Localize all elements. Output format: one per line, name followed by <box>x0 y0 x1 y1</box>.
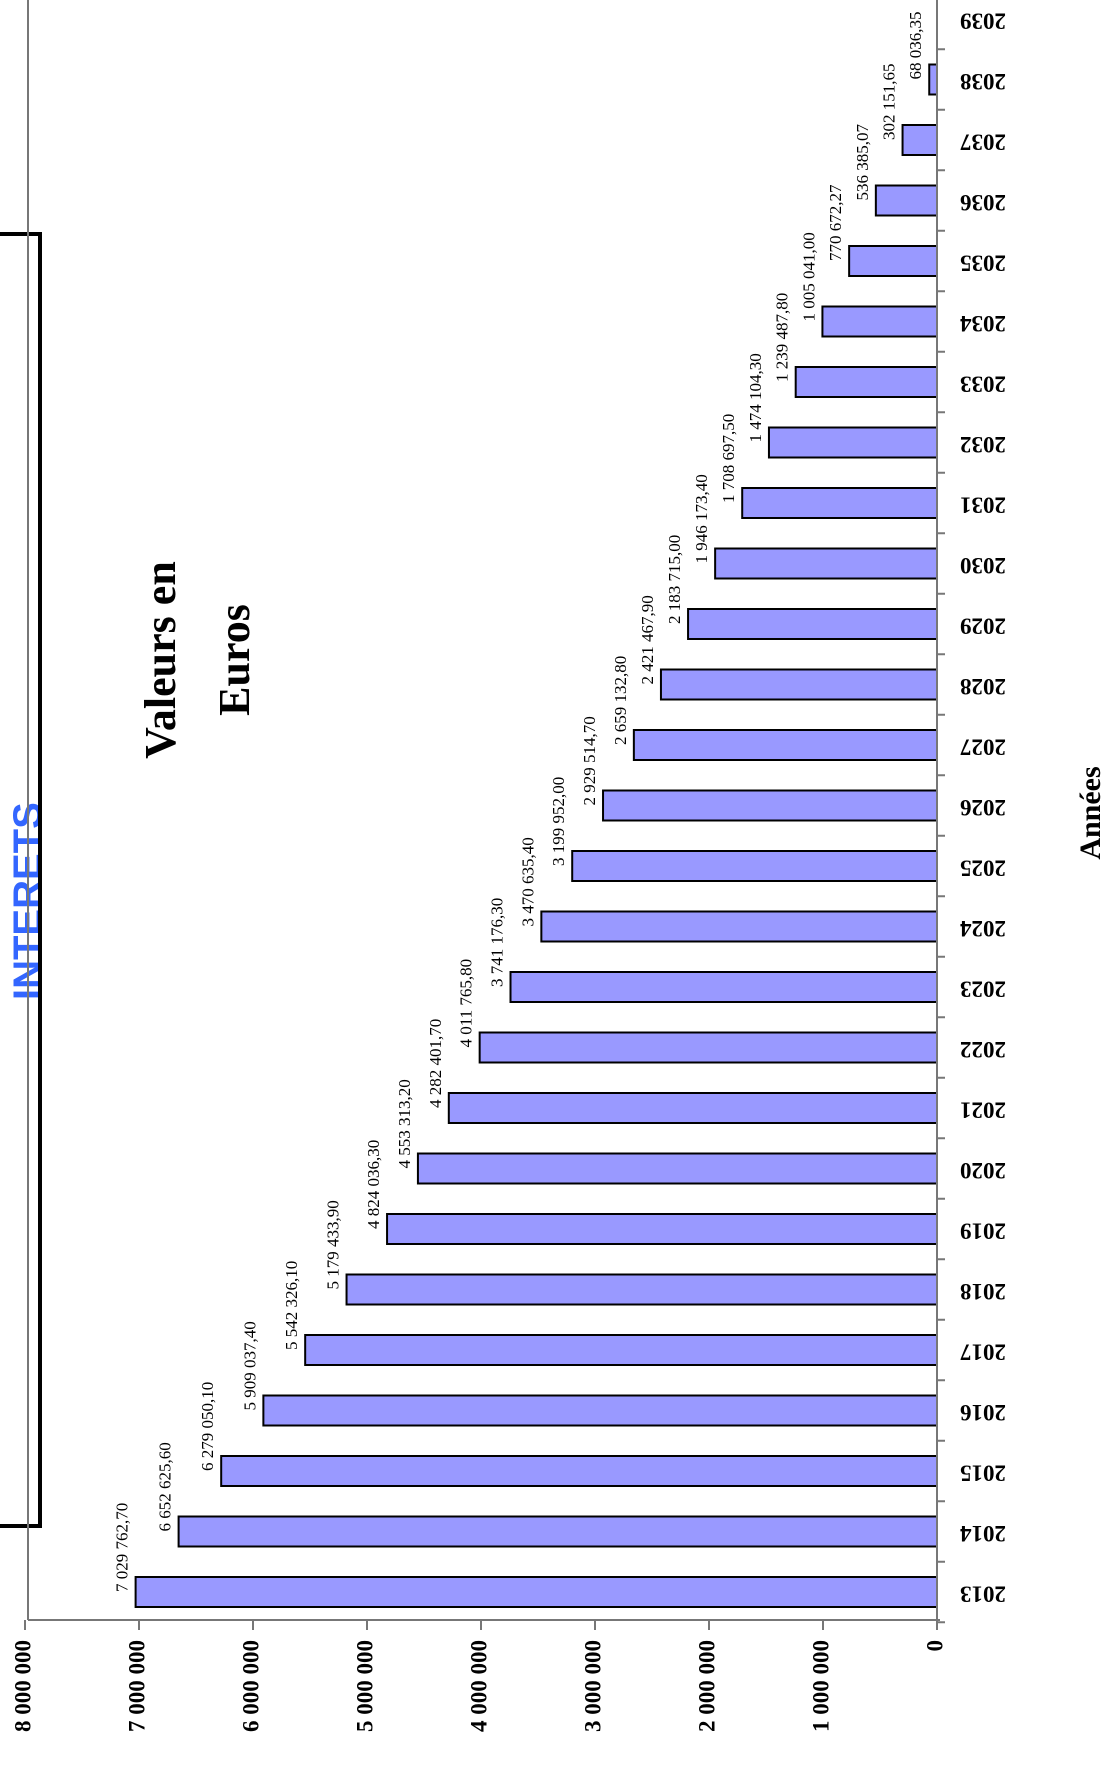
value-note-line-2: Euros <box>210 604 259 716</box>
category-label-2029: 2029 <box>960 614 1006 639</box>
bar-2016 <box>262 1394 938 1427</box>
data-label-2037: 302 151,65 <box>880 64 899 141</box>
category-label-2025: 2025 <box>960 856 1006 881</box>
heading-box-frame <box>0 232 42 1528</box>
data-label-2019: 4 824 036,30 <box>364 1140 383 1229</box>
data-label-2031: 1 708 697,50 <box>719 414 738 503</box>
data-label-2022: 4 011 765,80 <box>457 959 476 1048</box>
category-label-2037: 2037 <box>960 130 1006 155</box>
category-label-2024: 2024 <box>960 916 1007 941</box>
bar-2024 <box>540 910 938 943</box>
data-label-2018: 5 179 433,90 <box>324 1200 343 1289</box>
data-label-2014: 6 652 625,60 <box>156 1442 175 1531</box>
value-axis: 0 1 000 000 2 000 000 3 000 000 4 000 000 5 0… <box>10 0 947 1732</box>
category-label-2030: 2030 <box>960 553 1006 578</box>
value-tick-label: 1 000 000 <box>808 1640 833 1732</box>
category-label-2031: 2031 <box>960 493 1006 518</box>
data-labels-group: 7 029 762,70 6 652 625,60 6 279 050,10 5 90… <box>113 12 926 1593</box>
bar-2023 <box>509 971 938 1003</box>
bar-2031 <box>741 487 939 519</box>
category-labels-group: 2013 2014 2015 2016 2017 2018 2019 2020 2021 2022… <box>960 9 1007 1607</box>
data-label-2013: 7 029 762,70 <box>113 1503 132 1592</box>
category-label-2039: 2039 <box>960 9 1006 34</box>
bar-2017 <box>304 1334 939 1366</box>
bars-group <box>134 63 939 1608</box>
bar-2036 <box>874 184 939 217</box>
bar-2026 <box>602 789 938 822</box>
bar-2034 <box>821 305 939 338</box>
data-label-2017: 5 542 326,10 <box>282 1261 301 1350</box>
value-tick-label: 2 000 000 <box>694 1640 719 1732</box>
category-label-2028: 2028 <box>960 674 1006 699</box>
category-label-2018: 2018 <box>960 1279 1006 1304</box>
data-label-2016: 5 909 037,40 <box>240 1321 259 1410</box>
data-label-2032: 1 474 104,30 <box>746 353 765 442</box>
value-tick-label: 5 000 000 <box>352 1640 377 1732</box>
bar-2014 <box>177 1515 938 1548</box>
bar-2035 <box>848 245 939 277</box>
bar-2018 <box>345 1273 938 1306</box>
data-label-2025: 3 199 952,00 <box>549 777 568 866</box>
bar-2021 <box>447 1092 938 1124</box>
value-tick-label: 6 000 000 <box>238 1640 263 1732</box>
data-label-2023: 3 741 176,30 <box>488 898 507 987</box>
bar-2038 <box>928 63 938 96</box>
data-label-2029: 2 183 715,00 <box>665 535 684 624</box>
data-label-2034: 1 005 041,00 <box>799 232 818 321</box>
data-label-2024: 3 470 635,40 <box>518 837 537 926</box>
bar-2020 <box>416 1152 938 1185</box>
category-label-2022: 2022 <box>960 1037 1006 1062</box>
bar-2033 <box>794 366 938 398</box>
data-label-2015: 6 279 050,10 <box>198 1382 217 1471</box>
bar-2022 <box>478 1031 938 1064</box>
bar-2015 <box>220 1455 938 1487</box>
data-label-2026: 2 929 514,70 <box>580 716 599 805</box>
category-label-2019: 2019 <box>960 1219 1006 1244</box>
data-label-2020: 4 553 313,20 <box>395 1079 414 1168</box>
bar-2032 <box>767 426 938 459</box>
bar-2029 <box>687 608 939 640</box>
bar-2013 <box>134 1576 938 1608</box>
value-tick-label: 0 <box>922 1640 947 1652</box>
category-label-2036: 2036 <box>960 190 1006 215</box>
data-label-2036: 536 385,07 <box>853 124 872 201</box>
data-label-2035: 770 672,27 <box>826 184 845 261</box>
data-label-2030: 1 946 173,40 <box>692 474 711 563</box>
category-label-2014: 2014 <box>960 1521 1007 1546</box>
value-tick-label: 3 000 000 <box>580 1640 605 1732</box>
bar-2019 <box>386 1213 938 1245</box>
data-label-2027: 2 659 132,80 <box>611 656 630 745</box>
value-tick-label: 4 000 000 <box>466 1640 491 1732</box>
bar-2025 <box>571 850 938 882</box>
value-note: Valeurs en Euros <box>136 561 259 759</box>
category-label-2027: 2027 <box>960 735 1006 760</box>
value-tick-label: 7 000 000 <box>124 1640 149 1732</box>
category-label-2026: 2026 <box>960 795 1006 820</box>
bar-2027 <box>632 729 939 761</box>
category-label-2032: 2032 <box>960 432 1006 457</box>
category-label-2033: 2033 <box>960 372 1006 397</box>
data-label-2028: 2 421 467,90 <box>638 595 657 684</box>
category-label-2015: 2015 <box>960 1461 1006 1486</box>
category-label-2034: 2034 <box>960 311 1007 336</box>
bar-2028 <box>659 668 938 701</box>
data-label-2033: 1 239 487,80 <box>773 293 792 382</box>
bar-2030 <box>714 547 938 580</box>
value-tick-label: 8 000 000 <box>10 1640 35 1732</box>
category-label-2023: 2023 <box>960 977 1006 1002</box>
category-label-2020: 2020 <box>960 1158 1006 1183</box>
category-label-2021: 2021 <box>960 1098 1006 1123</box>
x-axis-title: Années <box>1074 766 1107 859</box>
bar-2037 <box>901 124 938 156</box>
value-note-line-1: Valeurs en <box>136 561 185 759</box>
category-label-2016: 2016 <box>960 1400 1006 1425</box>
category-label-2013: 2013 <box>960 1582 1006 1607</box>
category-label-2035: 2035 <box>960 251 1006 276</box>
data-label-2021: 4 282 401,70 <box>426 1019 445 1108</box>
category-label-2038: 2038 <box>960 69 1006 94</box>
data-label-2038: 68 036,35 <box>906 12 925 80</box>
category-label-2017: 2017 <box>960 1340 1006 1365</box>
